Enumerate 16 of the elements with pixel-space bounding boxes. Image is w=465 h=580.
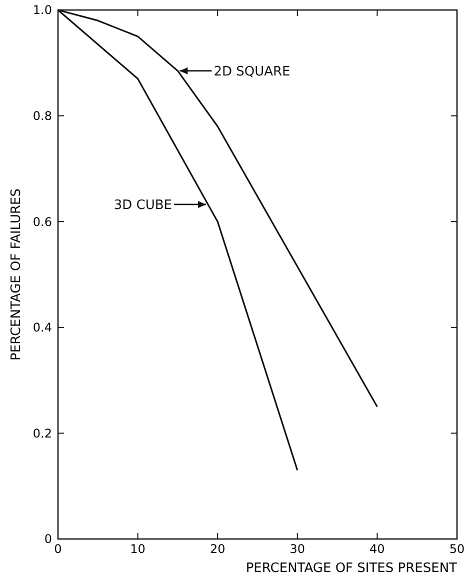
y-tick-label: 1.0 xyxy=(32,3,52,18)
x-tick-label: 20 xyxy=(210,542,226,556)
x-axis-title: PERCENTAGE OF SITES PRESENT xyxy=(246,561,458,576)
text: 3D CUBE xyxy=(114,198,172,214)
x-tick-label: 30 xyxy=(290,542,306,556)
y-tick-label: 0.6 xyxy=(32,214,52,229)
x-tick-label: 40 xyxy=(370,542,385,556)
y-tick-label: 0 xyxy=(44,532,52,546)
x-tick-label: 0 xyxy=(54,542,62,556)
y-axis-title: PERCENTAGE OF FAILURES xyxy=(9,188,24,360)
legend-label: 2D SQUARE xyxy=(214,64,290,80)
x-tick-label: 50 xyxy=(449,542,465,556)
y-tick-label: 0.8 xyxy=(32,109,52,123)
y-tick-label: 0.2 xyxy=(32,426,52,440)
x-tick-label: 10 xyxy=(130,542,146,556)
y-tick-label: 0.4 xyxy=(32,320,52,335)
